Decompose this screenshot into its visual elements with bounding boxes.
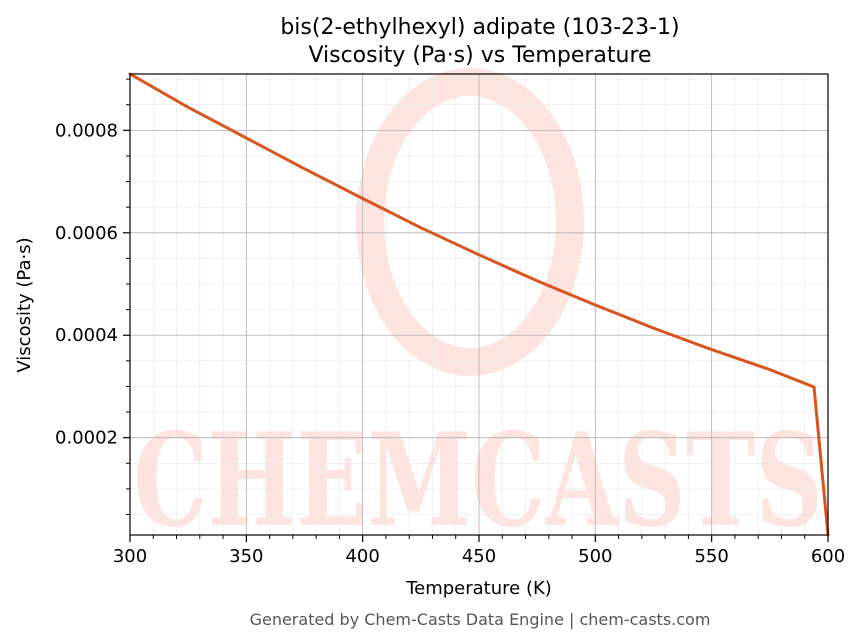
x-tick-label: 300 xyxy=(113,546,147,567)
x-tick-label: 450 xyxy=(462,546,496,567)
x-tick-label: 600 xyxy=(811,546,845,567)
y-tick-label: 0.0002 xyxy=(55,428,118,449)
axes: 300 350 400 450 500 550 600 0.0002 0.0004 0.0006 0… xyxy=(55,73,845,567)
y-tick-label: 0.0008 xyxy=(55,120,118,141)
y-tick-label: 0.0006 xyxy=(55,223,118,244)
y-axis-label: Viscosity (Pa·s) xyxy=(14,237,35,372)
watermark-text: CHEMCASTS xyxy=(133,406,823,556)
series-line xyxy=(128,72,830,537)
x-tick-label: 500 xyxy=(578,546,612,567)
chart-title-line1: bis(2-ethylhexyl) adipate (103-23-1) xyxy=(280,15,679,40)
footer-credit: Generated by Chem-Casts Data Engine | ch… xyxy=(250,610,711,629)
x-tick-label: 350 xyxy=(229,546,263,567)
watermark: CHEMCASTS xyxy=(133,68,823,556)
chart-title-line2: Viscosity (Pa·s) vs Temperature xyxy=(308,43,651,68)
y-tick-label: 0.0004 xyxy=(55,325,118,346)
x-axis-label: Temperature (K) xyxy=(405,578,552,599)
x-tick-label: 400 xyxy=(345,546,379,567)
x-tick-label: 550 xyxy=(694,546,728,567)
series-layer xyxy=(128,72,830,537)
watermark-logo-ring xyxy=(356,68,584,376)
